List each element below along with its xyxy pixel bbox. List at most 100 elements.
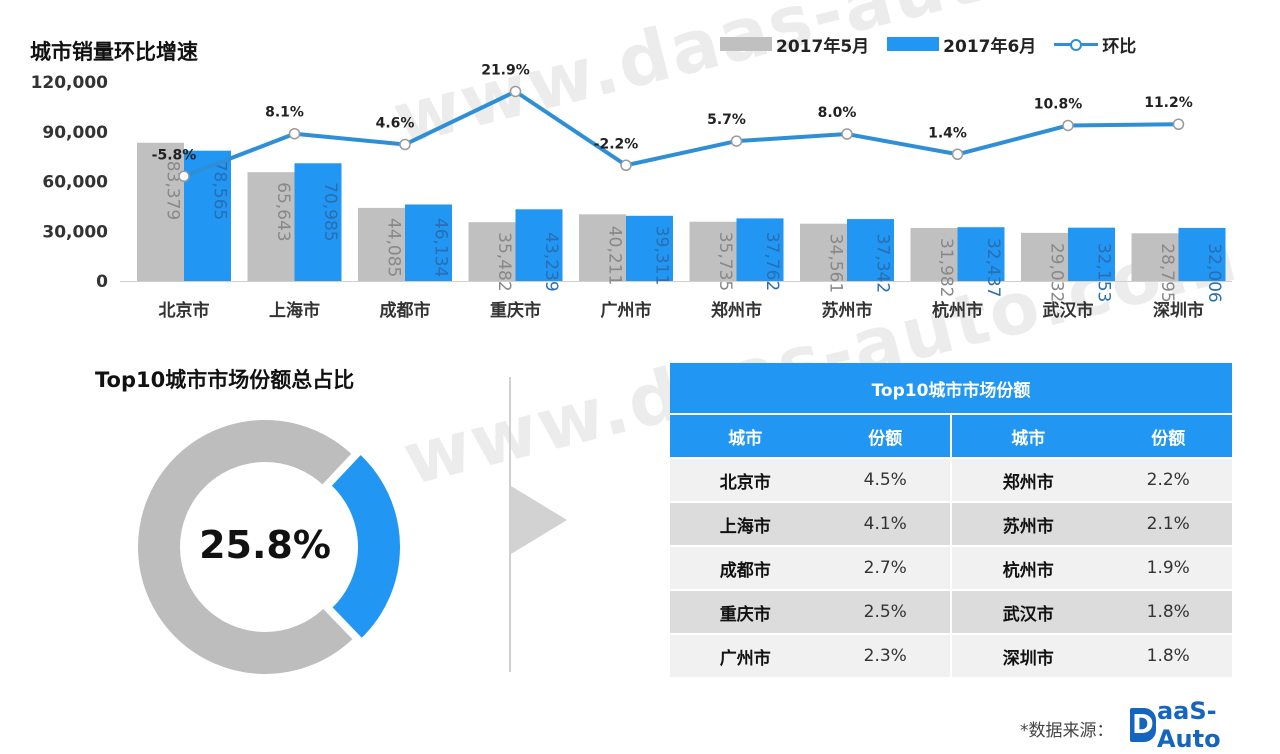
bar-june — [1068, 227, 1115, 281]
table-cell: 广州市 — [670, 633, 821, 677]
mom-point — [620, 159, 632, 172]
table-cell: 成都市 — [670, 545, 821, 590]
legend-item-june: 2017年6月 — [887, 32, 1036, 57]
mom-label: 21.9% — [481, 62, 530, 78]
mom-point — [399, 138, 411, 151]
table-cell: 2.3% — [820, 633, 951, 677]
bar-may — [579, 214, 626, 281]
bar-label-may: 35,482 — [494, 232, 514, 291]
bar-june — [847, 219, 894, 281]
table-row: 上海市 4.1% 苏州市 2.1% — [670, 501, 1232, 546]
bar-label-may: 44,085 — [384, 218, 404, 277]
legend-label-june: 2017年6月 — [943, 36, 1037, 57]
daas-auto-logo: D aaS-Auto — [1130, 697, 1280, 753]
bar-label-june: 32,153 — [1094, 243, 1114, 302]
bar-may — [137, 142, 184, 281]
bar-june — [405, 204, 452, 281]
bar-label-june: 78,565 — [210, 161, 230, 220]
bar-may — [1131, 233, 1179, 281]
donut-center-value: 25.8% — [199, 523, 331, 567]
legend-line-icon — [1054, 37, 1099, 51]
mom-label: 4.6% — [376, 115, 415, 131]
mom-label: -5.8% — [152, 147, 197, 163]
legend-swatch-may — [720, 37, 772, 51]
bar-label-june: 46,134 — [431, 218, 451, 277]
table-header-row: 城市 份额 城市 份额 — [670, 413, 1232, 458]
mom-point — [730, 135, 743, 147]
x-tick-label: 北京市 — [159, 300, 210, 321]
mom-label: 1.4% — [928, 125, 967, 141]
bar-june — [626, 215, 673, 281]
bar-may — [910, 227, 958, 281]
table-cell: 2.7% — [820, 545, 951, 590]
x-tick-label: 苏州市 — [822, 300, 873, 321]
table-cell: 1.8% — [1104, 589, 1232, 634]
col-header: 城市 — [670, 413, 821, 458]
mom-label: 8.0% — [818, 105, 857, 121]
bar-label-june: 32,437 — [983, 238, 1003, 297]
table-cell: 重庆市 — [670, 589, 821, 634]
x-tick-label: 郑州市 — [711, 300, 762, 321]
x-tick-label: 上海市 — [269, 300, 320, 321]
bar-label-june: 37,342 — [873, 234, 893, 293]
divider — [509, 377, 511, 672]
table-cell: 1.9% — [1104, 545, 1232, 590]
bar-label-may: 28,795 — [1157, 243, 1177, 302]
x-tick-label: 成都市 — [380, 300, 431, 321]
bar-may — [247, 172, 295, 281]
table-cell: 上海市 — [670, 501, 821, 546]
bar-may — [689, 221, 737, 281]
logo-d: D — [1130, 708, 1156, 742]
donut-slice-others — [136, 418, 356, 676]
bar-june — [515, 209, 563, 281]
mom-point — [1062, 119, 1074, 132]
col-header: 份额 — [1104, 413, 1232, 458]
mom-point — [1172, 118, 1185, 130]
bar-may — [800, 223, 847, 281]
table-cell: 郑州市 — [949, 457, 1105, 502]
bar-june — [957, 227, 1005, 281]
mom-point — [288, 127, 301, 140]
legend-swatch-june — [887, 37, 940, 51]
table-cell: 北京市 — [670, 457, 821, 502]
bar-june — [736, 218, 784, 281]
bar-may — [358, 207, 405, 281]
mom-label: 8.1% — [265, 105, 304, 121]
col-header: 城市 — [949, 413, 1105, 458]
bar-label-may: 65,643 — [273, 182, 293, 241]
mom-point — [509, 85, 522, 98]
table-cell: 2.1% — [1104, 501, 1232, 546]
table-cell: 武汉市 — [949, 589, 1105, 634]
arrow-right-icon — [511, 486, 567, 554]
mom-point — [178, 170, 190, 183]
mom-label: 5.7% — [707, 112, 746, 128]
table-row: 广州市 2.3% 深圳市 1.8% — [670, 633, 1232, 677]
bar-june — [1178, 227, 1226, 281]
y-tick-label: 90,000 — [42, 123, 108, 143]
table-cell: 4.1% — [820, 501, 951, 546]
bar-june — [294, 163, 342, 281]
table-row: 北京市 4.5% 郑州市 2.2% — [670, 457, 1232, 502]
table-cell: 2.2% — [1104, 457, 1232, 502]
mom-point — [841, 128, 853, 140]
table-cell: 杭州市 — [949, 545, 1105, 590]
y-tick-label: 120,000 — [31, 73, 109, 93]
legend-item-may: 2017年5月 — [720, 32, 869, 57]
bar-label-may: 83,379 — [163, 161, 183, 220]
legend-label-may: 2017年5月 — [776, 36, 870, 57]
bar-label-may: 34,561 — [826, 234, 846, 293]
mom-label: 10.8% — [1034, 96, 1083, 112]
table-row: 重庆市 2.5% 武汉市 1.8% — [670, 589, 1232, 634]
chart-title: 城市销量环比增速 — [30, 40, 198, 64]
bar-label-may: 29,032 — [1047, 243, 1067, 302]
table-cell: 深圳市 — [949, 633, 1105, 677]
bar-may — [1021, 232, 1068, 281]
y-tick-label: 0 — [96, 272, 108, 292]
x-tick-label: 广州市 — [601, 300, 652, 321]
share-table: Top10城市市场份额 城市 份额 城市 份额 北京市 4.5% 郑州市 2.2… — [670, 363, 1232, 677]
mom-line — [183, 89, 1179, 179]
donut-title: Top10城市市场份额总占比 — [95, 368, 355, 392]
x-tick-label: 杭州市 — [932, 300, 983, 321]
table-cell: 2.5% — [820, 589, 951, 634]
donut-slice-top10 — [329, 452, 402, 641]
